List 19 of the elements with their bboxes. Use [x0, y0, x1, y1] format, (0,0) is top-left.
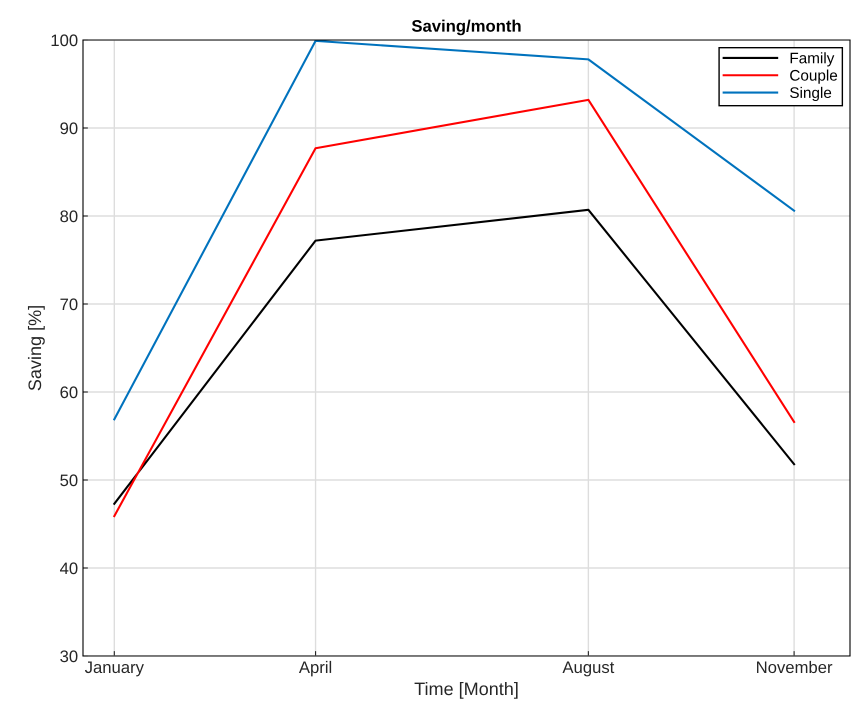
- legend-label: Single: [790, 86, 832, 102]
- y-tick-label: 90: [60, 122, 78, 134]
- y-tick-label: 30: [60, 650, 78, 662]
- x-tick-label: August: [562, 661, 614, 676]
- legend-label: Family: [790, 52, 834, 66]
- y-tick-label: 100: [52, 34, 78, 46]
- y-tick-label: 60: [60, 386, 78, 398]
- y-tick-label: 40: [60, 562, 78, 574]
- x-tick-label: April: [298, 660, 332, 676]
- line-series: [113, 208, 796, 505]
- chart-title: Saving/month: [412, 20, 521, 36]
- x-tick-label: November: [757, 660, 832, 674]
- y-tick-label: 70: [60, 298, 78, 310]
- x-axis-title: Time [Month]: [414, 682, 518, 699]
- y-tick-label: 80: [60, 210, 78, 222]
- legend-label: Couple: [790, 70, 838, 84]
- y-tick-label: 50: [60, 474, 78, 486]
- y-axis-title: Saving [%]: [28, 306, 45, 390]
- x-tick-label: January: [84, 661, 144, 676]
